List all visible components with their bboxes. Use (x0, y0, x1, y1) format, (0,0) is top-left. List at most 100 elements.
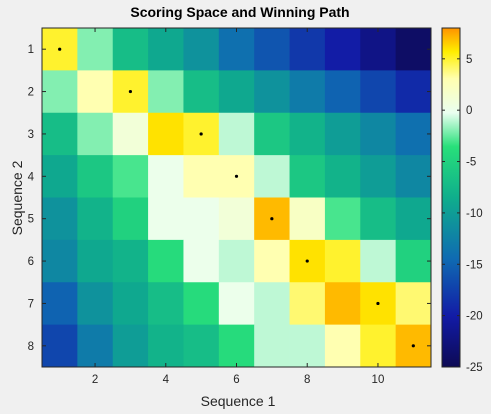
heatmap-cell (218, 324, 255, 368)
heatmap-cell (183, 197, 220, 241)
heatmap-cell (183, 28, 220, 71)
colorbar-tick-label: -5 (466, 157, 476, 169)
heatmap-cell (218, 197, 255, 241)
heatmap-cell (77, 282, 114, 326)
path-point (411, 344, 415, 348)
heatmap-cell (289, 112, 326, 156)
heatmap-cell (42, 112, 78, 156)
heatmap-cell (324, 282, 361, 326)
heatmap-cell (324, 197, 361, 241)
colorbar-tick-label: -10 (466, 208, 483, 220)
heatmap-cell (324, 112, 361, 156)
heatmap-cell (42, 197, 78, 241)
heatmap-cell (218, 282, 255, 326)
heatmap-cell (148, 282, 184, 326)
heatmap-cell (254, 112, 290, 156)
heatmap-cell (360, 28, 397, 71)
heatmap-cell (148, 239, 184, 283)
heatmap-cell (77, 197, 114, 241)
path-point (128, 89, 133, 94)
heatmap-cell (289, 28, 326, 71)
y-tick-label: 5 (28, 214, 34, 226)
y-axis-ticks: 1 2 3 4 5 6 7 8 (28, 44, 431, 353)
heatmap-cell (77, 155, 114, 198)
x-axis-label: Sequence 1 (201, 393, 276, 409)
heatmap-cell (218, 112, 255, 156)
heatmap-cell (289, 197, 326, 241)
y-axis-label: Sequence 2 (9, 160, 25, 235)
heatmap-cell (77, 324, 114, 368)
heatmap-cell (395, 282, 432, 326)
colorbar-tick-label: -20 (466, 311, 483, 323)
heatmap-cell (183, 282, 220, 326)
heatmap-cell (148, 155, 184, 198)
heatmap-cell (148, 28, 184, 71)
heatmap-cell (254, 324, 290, 368)
x-tick-label: 10 (372, 374, 385, 386)
heatmap-cell (360, 155, 397, 198)
heatmap-cell (77, 70, 114, 114)
heatmap-cell (395, 155, 432, 198)
heatmap-cell (254, 28, 290, 71)
heatmap-cell (148, 70, 184, 114)
heatmap-cell (148, 324, 184, 368)
path-point (376, 301, 380, 306)
heatmap-cell (148, 197, 184, 241)
heatmap-cell (183, 239, 220, 283)
heatmap-cell (360, 70, 397, 114)
heatmap-cell (112, 324, 149, 368)
heatmap-cell (148, 112, 184, 156)
heatmap-cell (360, 112, 397, 156)
colorbar-tick-label: -15 (466, 259, 483, 271)
y-tick-label: 2 (28, 87, 34, 99)
heatmap-cell (42, 155, 78, 198)
heatmap-cell (254, 155, 290, 198)
heatmap-cell (254, 282, 290, 326)
heatmap-cell (360, 239, 397, 283)
colorbar (441, 27, 461, 368)
heatmap-cell (77, 239, 114, 283)
heatmap-cell (42, 324, 78, 368)
heatmap-cell (254, 70, 290, 114)
heatmap-cell (360, 324, 397, 368)
heatmap-cell (112, 112, 149, 156)
heatmap-cell (218, 70, 255, 114)
y-tick-label: 4 (28, 171, 35, 183)
x-tick-label: 6 (233, 374, 239, 386)
heatmap-cell (112, 282, 149, 326)
heatmap-cell (112, 197, 149, 241)
y-tick-label: 3 (28, 129, 34, 141)
y-tick-label: 6 (28, 256, 34, 268)
heatmap-cell (324, 239, 361, 283)
heatmap-cell (360, 197, 397, 241)
chart-title: Scoring Space and Winning Path (130, 4, 349, 20)
heatmap-cell (395, 28, 432, 71)
heatmap-cell (112, 155, 149, 198)
colorbar-tick-label: 5 (466, 54, 472, 66)
heatmap-cell (42, 239, 78, 283)
heatmap-cell (324, 155, 361, 198)
heatmap-cell (77, 112, 114, 156)
colorbar-ticks: 5 0 -5 -10 -15 -20 -25 (442, 54, 483, 374)
heatmap-cell (324, 28, 361, 71)
heatmap-cell (324, 70, 361, 114)
winning-path (58, 47, 415, 348)
path-point (270, 217, 274, 221)
x-tick-label: 2 (92, 374, 98, 386)
heatmap-cell (183, 70, 220, 114)
heatmap-cell (289, 70, 326, 114)
heatmap-cell (289, 282, 326, 326)
y-tick-label: 7 (28, 298, 34, 310)
heatmap-cell (77, 28, 114, 71)
heatmap-cell (254, 239, 290, 283)
y-tick-label: 1 (28, 44, 34, 56)
heatmap-cell (112, 239, 149, 283)
heatmap-cell (395, 239, 432, 283)
heatmap-cell (218, 28, 255, 71)
colorbar-tick-label: 0 (466, 105, 472, 117)
heatmap-cell (42, 70, 78, 114)
x-tick-label: 8 (304, 374, 310, 386)
path-point (199, 132, 203, 136)
